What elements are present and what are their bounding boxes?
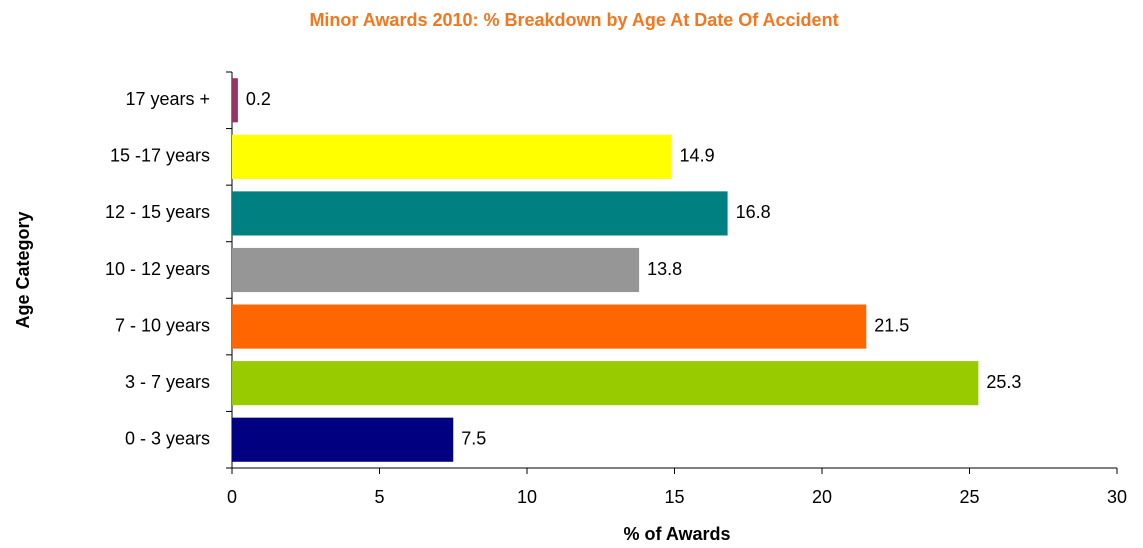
data-label: 14.9 [680,146,715,166]
bar [232,191,728,236]
data-label: 16.8 [736,202,771,222]
data-label: 21.5 [874,315,909,335]
x-tick-label: 15 [664,487,684,507]
bar [232,361,979,406]
x-tick-label: 0 [227,487,237,507]
bar [232,134,672,179]
data-label: 13.8 [647,259,682,279]
y-tick-label: 17 years + [125,89,210,109]
bar [232,247,640,293]
bar [232,304,867,349]
x-tick-label: 5 [374,487,384,507]
x-axis-title: % of Awards [623,524,730,544]
y-tick-label: 12 - 15 years [105,202,210,222]
bar [232,78,238,123]
y-tick-label: 10 - 12 years [105,259,210,279]
y-tick-label: 7 - 10 years [115,315,210,335]
data-label: 25.3 [986,372,1021,392]
data-label: 7.5 [461,428,486,448]
y-tick-label: 15 -17 years [110,146,210,166]
y-tick-label: 3 - 7 years [125,372,210,392]
x-tick-label: 10 [517,487,537,507]
y-axis-title: Age Category [13,211,33,328]
data-label: 0.2 [246,89,271,109]
chart-title: Minor Awards 2010: % Breakdown by Age At… [309,10,838,30]
bar [232,417,454,462]
y-tick-label: 0 - 3 years [125,428,210,448]
x-tick-label: 25 [959,487,979,507]
x-tick-label: 30 [1107,487,1127,507]
x-tick-label: 20 [812,487,832,507]
